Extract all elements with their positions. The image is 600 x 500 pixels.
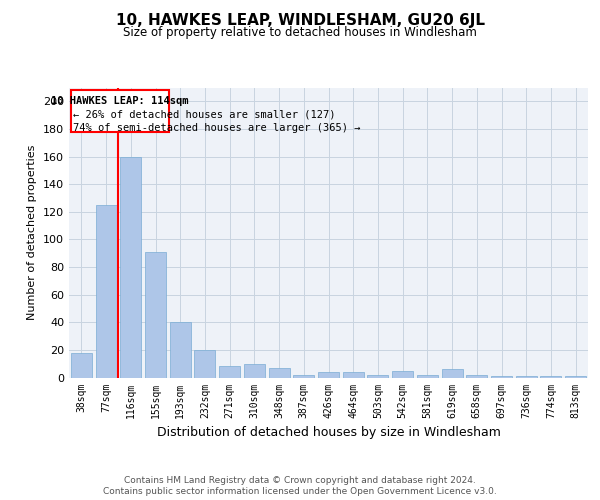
Bar [392,370,413,378]
Bar [541,376,562,378]
Bar [95,205,116,378]
Bar [442,369,463,378]
Text: Size of property relative to detached houses in Windlesham: Size of property relative to detached ho… [123,26,477,39]
Bar [367,374,388,378]
FancyBboxPatch shape [71,90,169,132]
Bar [71,352,92,378]
Bar [219,366,240,378]
Bar [194,350,215,378]
Bar [120,156,141,378]
Text: 10 HAWKES LEAP: 114sqm: 10 HAWKES LEAP: 114sqm [51,96,188,106]
Text: 10, HAWKES LEAP, WINDLESHAM, GU20 6JL: 10, HAWKES LEAP, WINDLESHAM, GU20 6JL [115,12,485,28]
Bar [417,374,438,378]
Text: ← 26% of detached houses are smaller (127): ← 26% of detached houses are smaller (12… [73,110,335,120]
Text: Contains HM Land Registry data © Crown copyright and database right 2024.: Contains HM Land Registry data © Crown c… [124,476,476,485]
Bar [170,322,191,378]
Bar [491,376,512,378]
Bar [269,368,290,378]
Text: Contains public sector information licensed under the Open Government Licence v3: Contains public sector information licen… [103,487,497,496]
Bar [343,372,364,378]
Bar [565,376,586,378]
Y-axis label: Number of detached properties: Number of detached properties [28,145,37,320]
Bar [318,372,339,378]
Bar [244,364,265,378]
X-axis label: Distribution of detached houses by size in Windlesham: Distribution of detached houses by size … [157,426,500,439]
Text: 74% of semi-detached houses are larger (365) →: 74% of semi-detached houses are larger (… [73,124,360,134]
Bar [516,376,537,378]
Bar [466,374,487,378]
Bar [145,252,166,378]
Bar [293,374,314,378]
